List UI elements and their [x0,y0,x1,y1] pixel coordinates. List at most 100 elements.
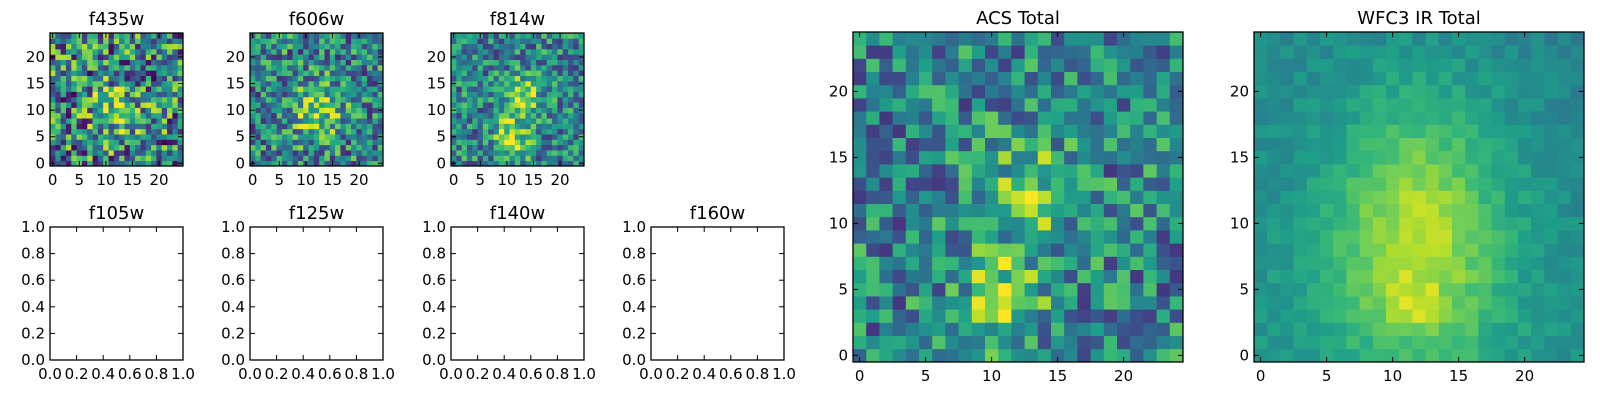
heatmap-cell [250,123,256,130]
heatmap-cell [1438,137,1453,152]
heatmap-cell [1544,322,1558,336]
heatmap-cell [151,54,157,60]
heatmap-cell [124,96,131,103]
heatmap-cell [92,48,99,55]
heatmap-cell [892,177,907,191]
heatmap-cell [1438,164,1453,178]
heatmap-cell [135,38,141,45]
heatmap-cell [113,75,120,82]
heatmap-cell [1544,282,1558,297]
heatmap-cell [509,64,516,71]
heatmap-cell [367,59,373,66]
heatmap-cell [308,123,315,130]
heatmap-cell [466,54,473,60]
heatmap-cell [482,112,489,119]
heatmap-cell [135,96,141,103]
heatmap-cell [1412,71,1426,86]
heatmap-cell [1465,71,1479,86]
heatmap-cell [546,33,553,39]
heatmap-cell [945,98,959,112]
heatmap-cell [81,38,88,45]
heatmap-cell [1531,150,1545,165]
heatmap-cell [525,134,532,140]
heatmap-cell [287,38,293,45]
heatmap-cell [1425,296,1440,310]
heatmap-cell [1306,203,1321,218]
heatmap-cell [853,256,867,270]
heatmap-cell [853,58,867,72]
heatmap-cell [313,123,320,130]
heatmap-cell [124,144,131,151]
heatmap-cell [866,309,880,323]
heatmap-cell [313,139,320,146]
heatmap-cell [1130,150,1144,165]
heatmap-cell [1051,150,1065,165]
heatmap-cell [1130,348,1144,363]
heatmap-cell [1359,45,1374,59]
heatmap-cell [1346,71,1360,86]
heatmap-cell [308,139,315,146]
heatmap-cell [1491,150,1506,165]
heatmap-cell [119,91,125,98]
heatmap-cell [140,70,147,76]
heatmap-cell [568,38,574,45]
y-tick-label: 5 [838,280,848,298]
heatmap-cell [361,33,368,39]
heatmap-cell [932,124,946,138]
heatmap-cell [504,64,510,71]
heatmap-cell [536,118,542,124]
heatmap-cell [303,48,309,55]
heatmap-cell [573,123,580,130]
heatmap-cell [356,91,363,98]
heatmap-cell [260,33,267,39]
heatmap-cell [1011,71,1025,86]
heatmap-cell [905,296,920,310]
heatmap-cell [456,96,463,103]
heatmap-cell [578,155,585,162]
heatmap-cell [1531,164,1545,178]
heatmap-cell [167,48,173,55]
heatmap-cell [303,91,309,98]
heatmap-cell [1103,282,1118,297]
heatmap-cell [345,96,352,103]
heatmap-cell [1037,230,1052,244]
heatmap-cell [1478,216,1492,231]
heatmap-cell [1254,111,1268,125]
heatmap-cell [345,160,352,167]
heatmap-cell [167,64,173,71]
heatmap-cell [945,335,959,350]
heatmap-cell [129,86,136,92]
heatmap-cell [493,102,500,108]
heatmap-cell [108,128,115,135]
heatmap-cell [71,102,77,108]
heatmap-cell [552,112,558,119]
heatmap-cell [461,38,468,45]
heatmap-cell [329,75,336,82]
heatmap-cell [985,335,999,350]
heatmap-cell [324,150,331,156]
heatmap-cell [124,80,131,87]
heatmap-cell [541,123,548,130]
heatmap-cell [156,112,163,119]
heatmap-cell [361,160,368,167]
heatmap-cell [140,144,147,151]
heatmap-cell [151,96,157,103]
heatmap-cell [451,43,457,50]
heatmap-cell [461,123,468,130]
heatmap-cell [119,144,125,151]
heatmap-cell [919,348,933,363]
heatmap-cell [129,96,136,103]
heatmap-cell [932,335,946,350]
heatmap-cell [509,38,516,45]
heatmap-cell [260,144,267,151]
heatmap-cell [297,155,304,162]
y-tick-label: 15 [226,75,245,93]
heatmap-cell [308,155,315,162]
heatmap-cell [1346,309,1360,323]
heatmap-cell [361,134,368,140]
heatmap-cell [172,64,179,71]
heatmap-cell [255,118,262,124]
heatmap-cell [1372,32,1387,46]
heatmap-cell [493,134,500,140]
heatmap-cell [255,107,262,114]
